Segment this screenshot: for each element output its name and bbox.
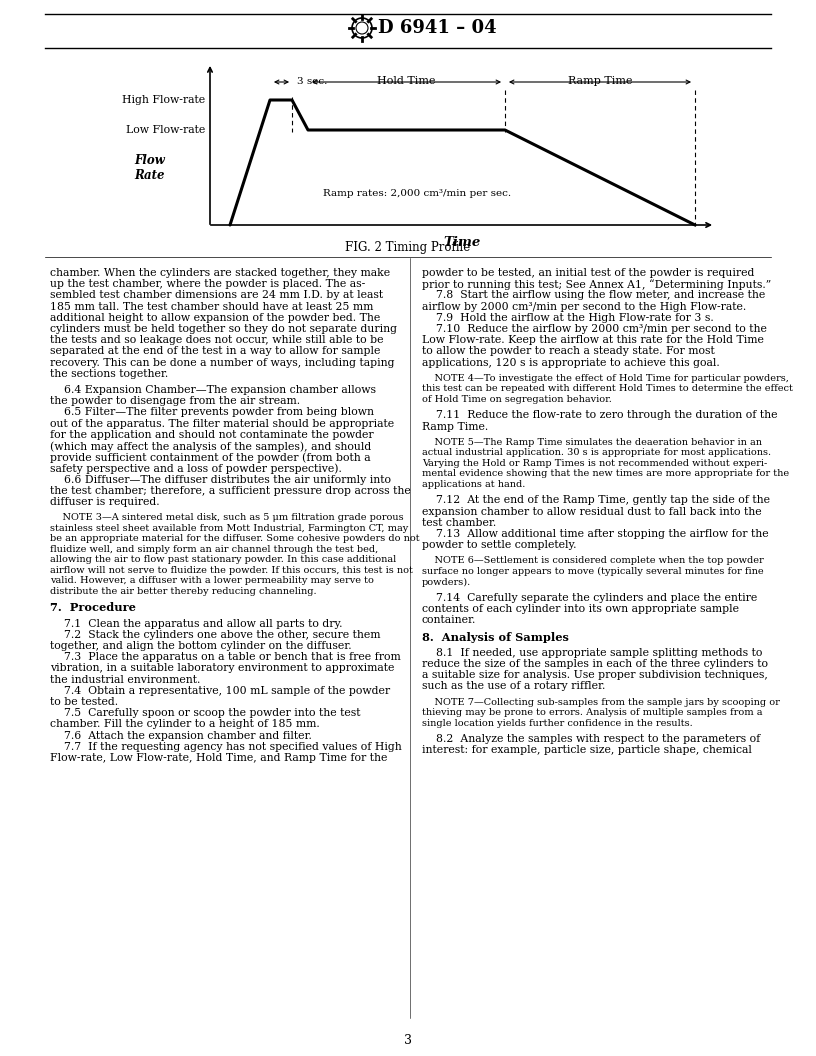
Text: a suitable size for analysis. Use proper subdivision techniques,: a suitable size for analysis. Use proper… [422,671,768,680]
Text: NOTE 6—Settlement is considered complete when the top powder: NOTE 6—Settlement is considered complete… [422,557,764,565]
Text: D 6941 – 04: D 6941 – 04 [378,19,497,37]
Text: FIG. 2 Timing Profile: FIG. 2 Timing Profile [345,242,471,254]
Text: container.: container. [422,616,477,625]
Text: cylinders must be held together so they do not separate during: cylinders must be held together so they … [50,324,397,334]
Text: test chamber.: test chamber. [422,517,496,528]
Text: be an appropriate material for the diffuser. Some cohesive powders do not: be an appropriate material for the diffu… [50,534,419,543]
Text: stainless steel sheet available from Mott Industrial, Farmington CT, may: stainless steel sheet available from Mot… [50,524,408,533]
Text: applications, 120 s is appropriate to achieve this goal.: applications, 120 s is appropriate to ac… [422,358,720,367]
Text: NOTE 3—A sintered metal disk, such as 5 μm filtration grade porous: NOTE 3—A sintered metal disk, such as 5 … [50,513,404,523]
Text: 8.1  If needed, use appropriate sample splitting methods to: 8.1 If needed, use appropriate sample sp… [422,647,762,658]
Text: powders).: powders). [422,578,472,586]
Text: 7.11  Reduce the flow-rate to zero through the duration of the: 7.11 Reduce the flow-rate to zero throug… [422,411,778,420]
Text: 7.14  Carefully separate the cylinders and place the entire: 7.14 Carefully separate the cylinders an… [422,592,757,603]
Text: Flow
Rate: Flow Rate [135,154,166,182]
Text: vibration, in a suitable laboratory environment to approximate: vibration, in a suitable laboratory envi… [50,663,394,674]
Text: 7.9  Hold the airflow at the High Flow-rate for 3 s.: 7.9 Hold the airflow at the High Flow-ra… [422,313,714,323]
Text: to allow the powder to reach a steady state. For most: to allow the powder to reach a steady st… [422,346,715,356]
Text: together, and align the bottom cylinder on the diffuser.: together, and align the bottom cylinder … [50,641,352,650]
Text: NOTE 4—To investigate the effect of Hold Time for particular powders,: NOTE 4—To investigate the effect of Hold… [422,374,789,383]
Text: to be tested.: to be tested. [50,697,118,706]
Text: additional height to allow expansion of the powder bed. The: additional height to allow expansion of … [50,313,380,323]
Text: Hold Time: Hold Time [377,76,436,86]
Text: 6.6 Diffuser—The diffuser distributes the air uniformly into: 6.6 Diffuser—The diffuser distributes th… [50,474,391,485]
Text: 3 sec.: 3 sec. [297,76,327,86]
Text: such as the use of a rotary riffler.: such as the use of a rotary riffler. [422,681,605,692]
Text: Time: Time [444,237,481,249]
Text: the sections together.: the sections together. [50,369,168,379]
Text: Flow-rate, Low Flow-rate, Hold Time, and Ramp Time for the: Flow-rate, Low Flow-rate, Hold Time, and… [50,753,388,763]
Text: NOTE 5—The Ramp Time simulates the deaeration behavior in an: NOTE 5—The Ramp Time simulates the deaer… [422,438,762,447]
Text: mental evidence showing that the new times are more appropriate for the: mental evidence showing that the new tim… [422,469,789,478]
Text: 3: 3 [404,1034,412,1046]
Text: 7.7  If the requesting agency has not specified values of High: 7.7 If the requesting agency has not spe… [50,741,401,752]
Text: the tests and so leakage does not occur, while still able to be: the tests and so leakage does not occur,… [50,335,384,345]
Text: allowing the air to flow past stationary powder. In this case additional: allowing the air to flow past stationary… [50,555,397,564]
Text: recovery. This can be done a number of ways, including taping: recovery. This can be done a number of w… [50,358,394,367]
Text: Ramp Time.: Ramp Time. [422,421,488,432]
Text: valid. However, a diffuser with a lower permeability may serve to: valid. However, a diffuser with a lower … [50,577,374,585]
Text: 7.10  Reduce the airflow by 2000 cm³/min per second to the: 7.10 Reduce the airflow by 2000 cm³/min … [422,324,767,334]
Text: provide sufficient containment of the powder (from both a: provide sufficient containment of the po… [50,452,370,463]
Text: actual industrial application. 30 s is appropriate for most applications.: actual industrial application. 30 s is a… [422,449,771,457]
Text: 8.  Analysis of Samples: 8. Analysis of Samples [422,631,569,643]
Text: safety perspective and a loss of powder perspective).: safety perspective and a loss of powder … [50,464,342,474]
Text: chamber. Fill the cylinder to a height of 185 mm.: chamber. Fill the cylinder to a height o… [50,719,320,730]
Text: expansion chamber to allow residual dust to fall back into the: expansion chamber to allow residual dust… [422,507,761,516]
Text: powder to settle completely.: powder to settle completely. [422,541,576,550]
Text: 7.5  Carefully spoon or scoop the powder into the test: 7.5 Carefully spoon or scoop the powder … [50,709,361,718]
Text: 6.5 Filter—The filter prevents powder from being blown: 6.5 Filter—The filter prevents powder fr… [50,408,374,417]
Text: for the application and should not contaminate the powder: for the application and should not conta… [50,430,374,440]
Text: 7.1  Clean the apparatus and allow all parts to dry.: 7.1 Clean the apparatus and allow all pa… [50,619,343,628]
Text: applications at hand.: applications at hand. [422,479,526,489]
Text: 6.4 Expansion Chamber—The expansion chamber allows: 6.4 Expansion Chamber—The expansion cham… [50,385,376,395]
Text: Ramp Time: Ramp Time [568,76,632,86]
Text: the test chamber; therefore, a sufficient pressure drop across the: the test chamber; therefore, a sufficien… [50,486,410,496]
Text: 8.2  Analyze the samples with respect to the parameters of: 8.2 Analyze the samples with respect to … [422,734,761,744]
Text: prior to running this test; See Annex A1, “Determining Inputs.”: prior to running this test; See Annex A1… [422,279,771,290]
Text: Ramp rates: 2,000 cm³/min per sec.: Ramp rates: 2,000 cm³/min per sec. [323,189,511,197]
Text: airflow will not serve to fluidize the powder. If this occurs, this test is not: airflow will not serve to fluidize the p… [50,566,413,574]
Text: surface no longer appears to move (typically several minutes for fine: surface no longer appears to move (typic… [422,567,764,576]
Text: 185 mm tall. The test chamber should have at least 25 mm: 185 mm tall. The test chamber should hav… [50,302,374,312]
Text: Varying the Hold or Ramp Times is not recommended without experi-: Varying the Hold or Ramp Times is not re… [422,458,767,468]
Text: 7.  Procedure: 7. Procedure [50,602,136,614]
Text: contents of each cylinder into its own appropriate sample: contents of each cylinder into its own a… [422,604,739,615]
Text: 7.13  Allow additional time after stopping the airflow for the: 7.13 Allow additional time after stoppin… [422,529,769,539]
Text: 7.8  Start the airflow using the flow meter, and increase the: 7.8 Start the airflow using the flow met… [422,290,765,300]
Text: powder to be tested, an initial test of the powder is required: powder to be tested, an initial test of … [422,268,754,278]
Text: of Hold Time on segregation behavior.: of Hold Time on segregation behavior. [422,395,612,403]
Text: fluidize well, and simply form an air channel through the test bed,: fluidize well, and simply form an air ch… [50,545,379,553]
Text: sembled test chamber dimensions are 24 mm I.D. by at least: sembled test chamber dimensions are 24 m… [50,290,384,300]
Text: this test can be repeated with different Hold Times to determine the effect: this test can be repeated with different… [422,384,793,393]
Text: the powder to disengage from the air stream.: the powder to disengage from the air str… [50,396,300,407]
Text: chamber. When the cylinders are stacked together, they make: chamber. When the cylinders are stacked … [50,268,390,278]
Text: up the test chamber, where the powder is placed. The as-: up the test chamber, where the powder is… [50,279,366,289]
Text: 7.4  Obtain a representative, 100 mL sample of the powder: 7.4 Obtain a representative, 100 mL samp… [50,685,390,696]
Text: (which may affect the analysis of the samples), and should: (which may affect the analysis of the sa… [50,441,371,452]
Text: 7.6  Attach the expansion chamber and filter.: 7.6 Attach the expansion chamber and fil… [50,731,312,740]
Text: out of the apparatus. The filter material should be appropriate: out of the apparatus. The filter materia… [50,418,394,429]
Text: interest: for example, particle size, particle shape, chemical: interest: for example, particle size, pa… [422,746,752,755]
Text: High Flow-rate: High Flow-rate [122,95,205,105]
Text: Low Flow-rate: Low Flow-rate [126,125,205,135]
Text: diffuser is required.: diffuser is required. [50,497,160,507]
Text: airflow by 2000 cm³/min per second to the High Flow-rate.: airflow by 2000 cm³/min per second to th… [422,302,747,312]
Text: reduce the size of the samples in each of the three cylinders to: reduce the size of the samples in each o… [422,659,768,670]
Text: Low Flow-rate. Keep the airflow at this rate for the Hold Time: Low Flow-rate. Keep the airflow at this … [422,335,764,345]
Text: separated at the end of the test in a way to allow for sample: separated at the end of the test in a wa… [50,346,380,356]
Text: NOTE 7—Collecting sub-samples from the sample jars by scooping or: NOTE 7—Collecting sub-samples from the s… [422,698,780,706]
Text: thieving may be prone to errors. Analysis of multiple samples from a: thieving may be prone to errors. Analysi… [422,709,762,717]
Text: the industrial environment.: the industrial environment. [50,675,201,684]
Text: distribute the air better thereby reducing channeling.: distribute the air better thereby reduci… [50,587,317,596]
Text: 7.12  At the end of the Ramp Time, gently tap the side of the: 7.12 At the end of the Ramp Time, gently… [422,495,770,506]
Text: single location yields further confidence in the results.: single location yields further confidenc… [422,719,693,728]
Text: 7.2  Stack the cylinders one above the other, secure them: 7.2 Stack the cylinders one above the ot… [50,629,380,640]
Text: 7.3  Place the apparatus on a table or bench that is free from: 7.3 Place the apparatus on a table or be… [50,653,401,662]
